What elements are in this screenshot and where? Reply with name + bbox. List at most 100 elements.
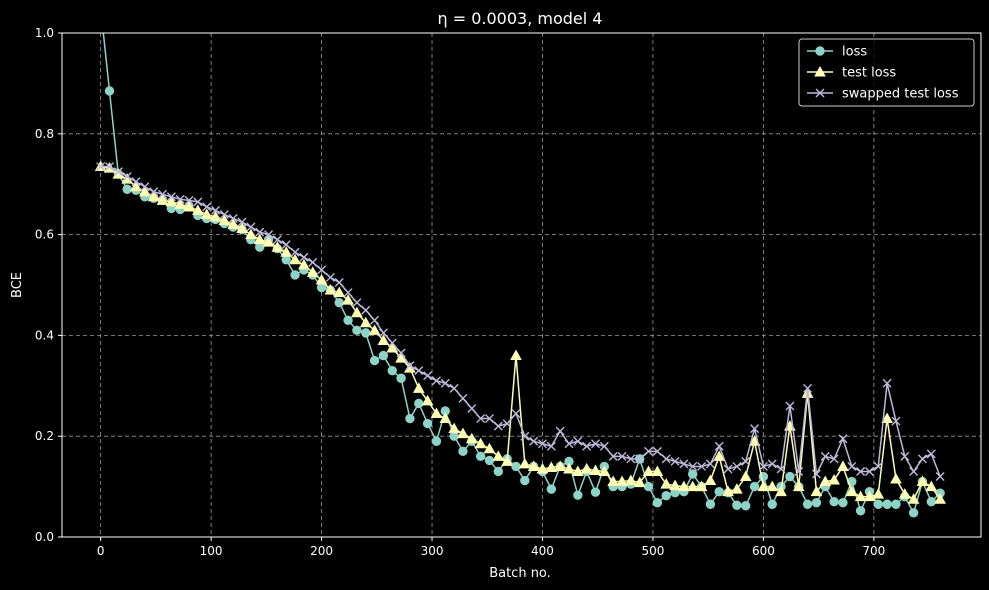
data-point-stroke xyxy=(387,338,397,348)
data-point xyxy=(492,450,505,461)
data-point xyxy=(856,466,866,476)
data-point xyxy=(165,195,178,207)
data-point xyxy=(520,431,530,441)
data-point xyxy=(820,451,830,461)
data-point-stroke xyxy=(211,205,221,215)
data-point-stroke xyxy=(608,451,618,461)
data-point xyxy=(669,479,681,491)
data-point xyxy=(475,451,486,462)
data-point xyxy=(926,449,936,459)
data-point xyxy=(925,480,938,492)
data-point-stroke xyxy=(122,172,132,182)
y-tick-label: 0.4 xyxy=(35,328,54,342)
data-point-stroke xyxy=(767,459,777,469)
data-point xyxy=(537,439,547,449)
data-point xyxy=(219,209,229,219)
data-point xyxy=(829,497,839,507)
data-point-stroke xyxy=(299,252,309,262)
data-point-stroke xyxy=(661,454,671,464)
data-point-stroke xyxy=(537,439,547,449)
legend-label: loss xyxy=(842,45,867,60)
data-point xyxy=(555,426,565,436)
y-axis-ticks: 0.0 0.2 0.4 0.6 0.8 1.0 xyxy=(35,26,62,544)
data-point xyxy=(184,195,194,205)
data-point xyxy=(306,266,319,277)
data-point xyxy=(175,194,185,204)
data-point xyxy=(405,413,415,424)
legend-label: swapped test loss xyxy=(842,87,959,102)
data-point xyxy=(352,325,362,336)
data-point xyxy=(935,472,945,482)
data-point xyxy=(209,210,222,222)
data-point xyxy=(476,414,486,424)
data-point xyxy=(563,462,575,474)
data-point-stroke xyxy=(166,192,176,202)
data-point xyxy=(493,466,504,477)
data-point xyxy=(343,288,353,298)
data-point xyxy=(591,439,601,449)
plot-frame xyxy=(61,32,982,538)
data-point xyxy=(644,446,654,456)
data-point xyxy=(236,222,248,234)
data-point-stroke xyxy=(688,461,698,471)
data-point xyxy=(290,270,300,280)
data-point xyxy=(863,490,876,502)
data-point xyxy=(511,461,521,472)
data-point xyxy=(590,487,601,497)
data-point-stroke xyxy=(873,461,883,471)
data-point xyxy=(580,462,593,474)
data-point xyxy=(633,476,646,488)
data-point-stroke xyxy=(794,466,804,476)
data-point-stroke xyxy=(564,439,574,449)
data-point-stroke xyxy=(520,431,530,441)
data-point-stroke xyxy=(440,378,450,388)
data-point xyxy=(369,355,380,366)
x-tick-label: 600 xyxy=(752,544,775,558)
data-point xyxy=(890,473,902,484)
data-point-stroke xyxy=(599,441,609,451)
data-point xyxy=(245,228,257,240)
data-point-stroke xyxy=(815,88,825,98)
data-point xyxy=(166,192,176,202)
data-point xyxy=(882,378,892,388)
data-point xyxy=(253,233,266,245)
data-point-stroke xyxy=(935,472,945,482)
data-point-stroke xyxy=(697,461,707,471)
data-point-stroke xyxy=(370,315,380,325)
data-point xyxy=(750,424,760,434)
data-point xyxy=(529,436,539,446)
data-point xyxy=(352,298,362,308)
data-point xyxy=(316,282,327,293)
data-point xyxy=(686,480,699,492)
data-point xyxy=(228,213,238,223)
data-point xyxy=(642,465,655,476)
data-point xyxy=(96,162,106,172)
data-point-stroke xyxy=(758,461,768,471)
data-point-stroke xyxy=(900,451,910,461)
data-point xyxy=(158,189,168,199)
data-point xyxy=(264,230,274,240)
data-point xyxy=(324,284,337,295)
data-point xyxy=(255,227,265,237)
data-point xyxy=(739,470,752,482)
data-point-stroke xyxy=(750,424,760,434)
legend-box xyxy=(798,38,975,107)
data-point-stroke xyxy=(493,421,503,431)
data-point xyxy=(113,167,123,177)
data-point xyxy=(334,277,344,287)
data-point xyxy=(423,371,433,381)
data-point xyxy=(810,485,823,497)
data-point xyxy=(200,208,213,219)
legend: loss test loss swapped test loss xyxy=(798,38,975,107)
data-point xyxy=(643,481,654,492)
data-point xyxy=(794,466,804,476)
data-point-stroke xyxy=(864,466,874,476)
data-point xyxy=(474,437,487,449)
data-point xyxy=(131,177,141,187)
data-point xyxy=(564,439,574,449)
data-point xyxy=(378,350,389,361)
data-point-stroke xyxy=(652,446,662,456)
data-point xyxy=(536,462,549,474)
data-point xyxy=(864,466,874,476)
